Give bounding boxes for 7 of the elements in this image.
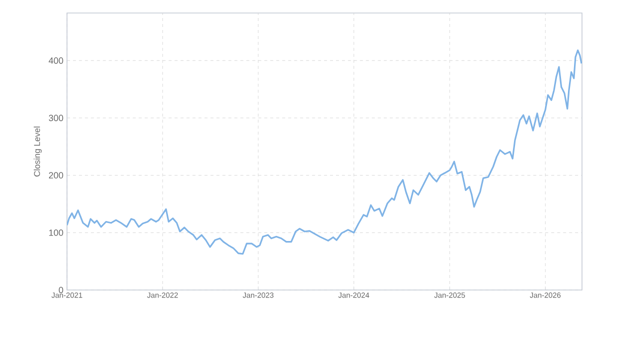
y-tick-label: 400 — [48, 57, 64, 64]
y-axis-title: Closing Level — [34, 126, 42, 176]
y-tick-label: 300 — [48, 114, 64, 122]
y-tick-label: 200 — [48, 172, 64, 178]
y-tick-label: 100 — [49, 229, 64, 236]
line-series — [67, 49, 582, 255]
y-tick-label: 0 — [58, 286, 64, 294]
